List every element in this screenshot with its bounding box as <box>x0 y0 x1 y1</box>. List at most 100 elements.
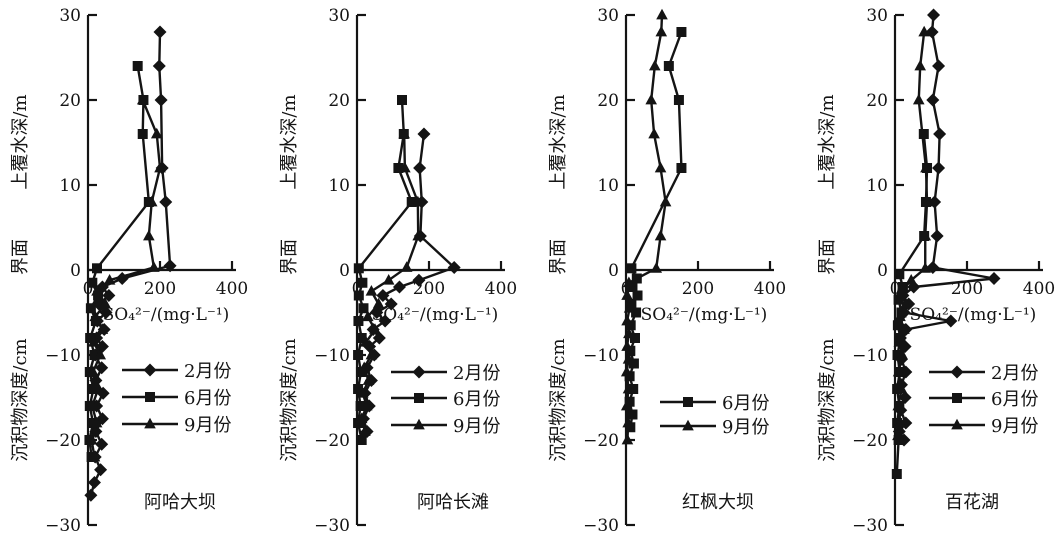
marker-square <box>356 435 367 445</box>
marker-triangle <box>921 195 934 207</box>
marker-triangle <box>893 365 905 377</box>
legend-label: 6月份 <box>991 389 1038 410</box>
y-tick-label: 30 <box>328 6 350 26</box>
x-axis-label: SO₄²⁻/(mg·L⁻¹) <box>372 305 499 325</box>
y-axis-lower-label: 沉积物深度/cm <box>10 338 31 461</box>
x-axis-label: SO₄²⁻/(mg·L⁻¹) <box>641 305 768 325</box>
x-tick-label: 200 <box>144 279 176 299</box>
marker-triangle <box>621 340 634 351</box>
marker-diamond <box>928 195 942 209</box>
marker-triangle <box>623 302 636 313</box>
y-tick-label: −30 <box>583 516 619 536</box>
marker-diamond <box>393 280 407 294</box>
marker-triangle <box>622 416 635 428</box>
marker-square <box>894 269 905 280</box>
marker-triangle <box>621 314 634 326</box>
x-tick-label: 400 <box>754 279 786 299</box>
marker-diamond <box>447 260 461 274</box>
marker-triangle <box>645 93 658 105</box>
marker-triangle <box>650 262 663 273</box>
marker-triangle <box>913 93 925 105</box>
marker-triangle <box>86 399 99 411</box>
marker-diamond <box>932 161 946 175</box>
marker-triangle <box>359 425 371 436</box>
panel-title: 阿哈长滩 <box>417 492 489 513</box>
y-tick-label: 10 <box>328 176 350 196</box>
marker-square <box>626 263 637 274</box>
marker-triangle <box>362 310 374 322</box>
marker-triangle <box>355 412 368 424</box>
marker-square <box>397 95 408 105</box>
marker-square <box>92 263 102 274</box>
legend-item: 2月份 <box>122 361 231 382</box>
y-tick-label: −10 <box>45 346 81 366</box>
legend-label: 6月份 <box>722 393 769 414</box>
marker-triangle <box>412 229 425 241</box>
marker-diamond <box>417 127 431 141</box>
marker-diamond <box>899 365 913 379</box>
x-tick-label: 400 <box>485 279 517 299</box>
legend-label: 2月份 <box>991 363 1038 384</box>
marker-square <box>893 320 904 331</box>
series-line-square <box>88 65 151 458</box>
marker-triangle <box>894 310 907 322</box>
marker-triangle <box>900 297 912 309</box>
marker-triangle <box>649 59 661 71</box>
marker-square <box>353 263 364 274</box>
marker-square <box>87 277 98 288</box>
y-tick-label: −10 <box>583 346 619 366</box>
marker-triangle <box>87 365 99 377</box>
y-tick-label: 20 <box>598 91 620 111</box>
marker-triangle <box>99 297 112 309</box>
y-tick-label: −10 <box>852 346 888 366</box>
marker-triangle <box>621 399 633 411</box>
marker-triangle <box>365 348 378 360</box>
marker-triangle <box>91 285 103 296</box>
marker-triangle <box>398 127 411 139</box>
y-tick-label: 20 <box>867 91 889 111</box>
marker-diamond <box>378 314 392 328</box>
y-tick-label: −20 <box>314 431 350 451</box>
marker-diamond <box>84 488 98 502</box>
marker-diamond <box>933 127 947 141</box>
marker-square <box>353 350 364 360</box>
panel-title: 百花湖 <box>945 492 999 513</box>
legend-label: 9月份 <box>184 415 231 436</box>
y-tick-label: 10 <box>867 176 889 196</box>
marker-diamond <box>907 280 921 294</box>
marker-triangle <box>896 348 909 360</box>
marker-square <box>358 303 369 314</box>
y-tick-label: 10 <box>598 176 620 196</box>
marker-triangle <box>360 336 372 347</box>
y-axis-lower-label: 沉积物深度/cm <box>279 338 300 461</box>
marker-triangle <box>622 353 635 364</box>
y-tick-label: −10 <box>314 346 350 366</box>
legend-label: 2月份 <box>184 361 231 382</box>
marker-triangle <box>89 310 101 322</box>
y-axis-upper-label: 上覆水深/m <box>817 94 838 189</box>
marker-triangle <box>654 229 667 241</box>
marker-square <box>674 95 685 105</box>
marker-triangle <box>143 229 155 241</box>
marker-diamond <box>95 437 109 451</box>
marker-triangle <box>905 274 918 285</box>
marker-triangle <box>893 336 906 347</box>
x-axis-label: SO₄²⁻/(mg·L⁻¹) <box>103 305 230 325</box>
marker-triangle <box>919 262 932 273</box>
marker-triangle <box>136 93 149 105</box>
marker-triangle <box>365 285 378 296</box>
legend-item: 9月份 <box>122 415 231 436</box>
legend-label: 6月份 <box>453 389 500 410</box>
x-axis-label: SO₄²⁻/(mg·L⁻¹) <box>910 305 1037 325</box>
marker-triangle <box>918 25 931 37</box>
y-tick-label: −30 <box>314 516 350 536</box>
interface-label: 界面 <box>817 239 838 275</box>
marker-triangle <box>372 297 385 309</box>
marker-triangle <box>399 161 411 173</box>
marker-diamond <box>944 314 958 328</box>
legend-marker-triangle <box>682 419 694 431</box>
marker-square <box>892 469 903 479</box>
